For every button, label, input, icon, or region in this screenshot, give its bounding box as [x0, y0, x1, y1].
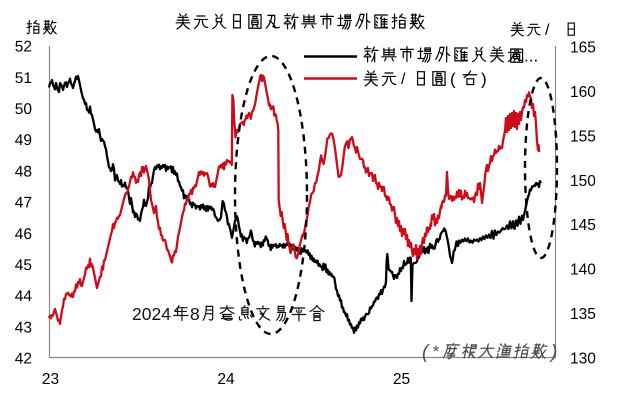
svg-text:2024: 2024 [132, 304, 171, 324]
svg-text:140: 140 [570, 262, 596, 279]
svg-text:44: 44 [15, 288, 33, 305]
svg-text:52: 52 [15, 39, 32, 56]
svg-text:48: 48 [15, 163, 32, 180]
svg-text:): ) [549, 342, 557, 363]
svg-text:130: 130 [570, 351, 596, 368]
svg-text:145: 145 [570, 217, 596, 234]
svg-text:/: / [545, 22, 550, 39]
svg-text:43: 43 [15, 319, 32, 336]
svg-text:42: 42 [15, 351, 32, 368]
svg-text:/: / [401, 71, 406, 88]
svg-text:25: 25 [393, 371, 410, 388]
svg-text:51: 51 [15, 70, 32, 87]
svg-text:160: 160 [570, 84, 596, 101]
svg-text:45: 45 [15, 257, 32, 274]
svg-text:46: 46 [15, 226, 32, 243]
svg-text:49: 49 [15, 132, 32, 149]
svg-text:165: 165 [570, 40, 596, 57]
svg-text:(: ( [450, 70, 456, 89]
svg-text:...: ... [524, 47, 538, 66]
svg-text:50: 50 [15, 101, 33, 118]
svg-text:155: 155 [570, 128, 596, 145]
svg-text:47: 47 [15, 195, 32, 212]
svg-text:): ) [481, 70, 487, 89]
svg-text:(: ( [422, 342, 430, 363]
svg-text:23: 23 [42, 371, 59, 388]
svg-text:135: 135 [570, 306, 596, 323]
svg-text:8: 8 [190, 304, 200, 324]
svg-text:*: * [432, 342, 440, 361]
svg-text:150: 150 [570, 173, 596, 190]
svg-text:24: 24 [217, 371, 235, 388]
